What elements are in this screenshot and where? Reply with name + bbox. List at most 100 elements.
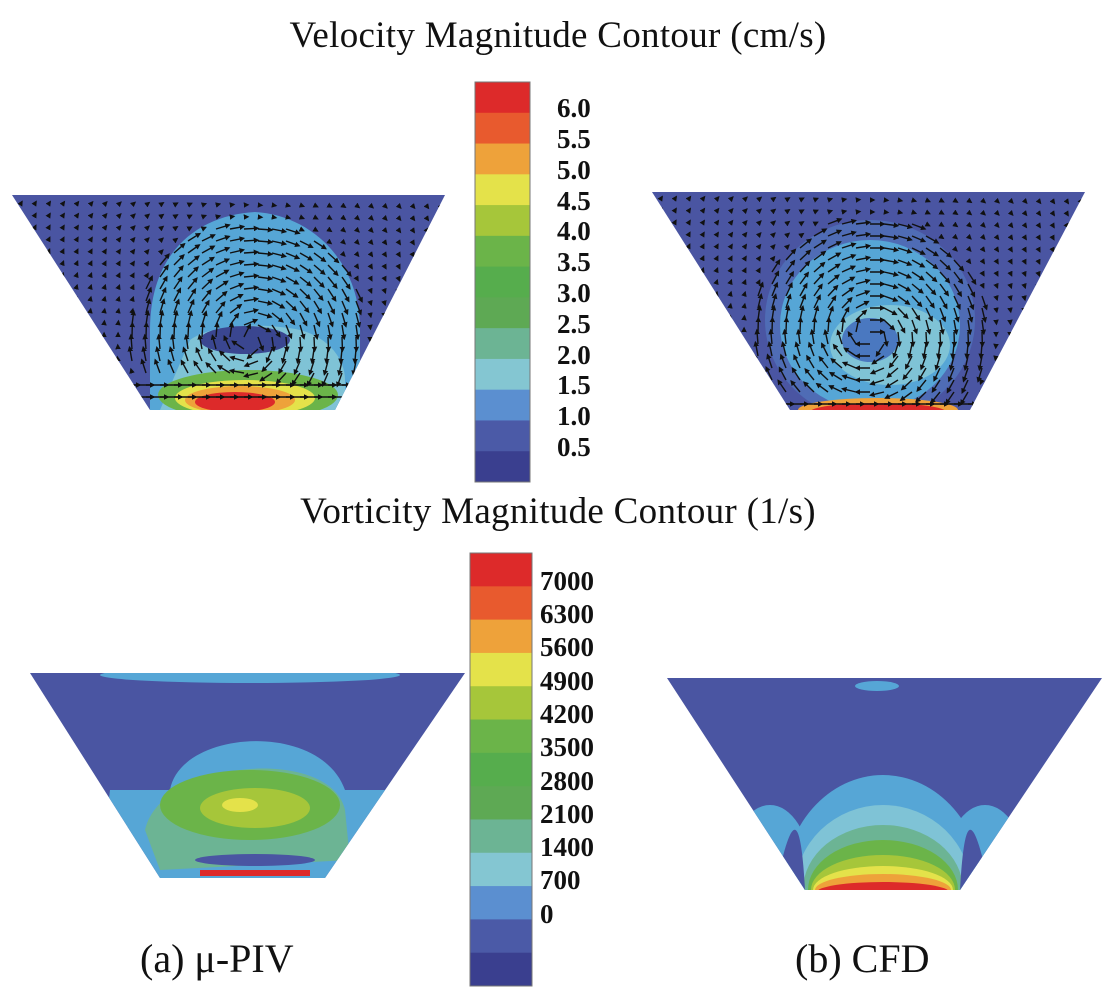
velocity-vector-arrow xyxy=(73,367,79,374)
velocity-vector-arrow xyxy=(423,300,429,307)
velocity-vector-arrow xyxy=(201,245,216,254)
colorbar-tick-label: 3.0 xyxy=(557,278,591,308)
velocity-vector-arrow xyxy=(741,255,747,262)
velocity-vector-arrow xyxy=(925,319,932,335)
velocity-vector-arrow xyxy=(257,275,274,282)
velocity-vector-arrow xyxy=(326,202,333,208)
velocity-vector-arrow xyxy=(17,200,23,207)
velocity-vector-arrow xyxy=(671,374,677,381)
velocity-vector-arrow xyxy=(308,360,315,376)
velocity-vector-arrow xyxy=(158,213,165,220)
velocity-vector-arrow xyxy=(855,267,872,273)
velocity-vector-arrow xyxy=(229,303,243,314)
velocity-vector-arrow xyxy=(939,319,945,336)
velocity-vector-arrow xyxy=(265,348,273,364)
velocity-vector-arrow xyxy=(101,367,107,374)
velocity-vector-arrow xyxy=(339,238,346,245)
colorbar-segment xyxy=(470,719,532,754)
velocity-vector-arrow xyxy=(939,259,952,271)
velocity-vector-arrow xyxy=(993,246,1000,253)
velocity-vector-arrow xyxy=(409,312,415,319)
velocity-vector-arrow xyxy=(828,385,843,393)
velocity-vector-arrow xyxy=(1049,390,1055,398)
velocity-vector-arrow xyxy=(172,225,179,232)
velocity-vector-arrow xyxy=(685,219,691,226)
velocity-vector-arrow xyxy=(201,256,215,266)
velocity-vector-arrow xyxy=(699,278,705,286)
velocity-vector-arrow xyxy=(243,296,260,303)
velocity-vector-arrow xyxy=(337,360,343,377)
velocity-vector-arrow xyxy=(979,258,986,265)
velocity-vector-arrow xyxy=(939,271,951,284)
velocity-vector-arrow xyxy=(185,321,192,338)
velocity-vector-arrow xyxy=(395,372,401,379)
velocity-vector-arrow xyxy=(713,374,719,381)
colorbar-segment xyxy=(475,235,530,268)
velocity-vector-arrow xyxy=(883,331,889,348)
colorbar-tick-label: 4900 xyxy=(540,665,594,696)
velocity-vector-arrow xyxy=(423,372,429,379)
velocity-vector-arrow xyxy=(1007,258,1013,265)
velocity-vector-arrow xyxy=(395,360,401,367)
velocity-vector-arrow xyxy=(911,307,921,321)
velocity-vector-arrow xyxy=(713,267,719,274)
velocity-vector-arrow xyxy=(811,316,818,333)
velocity-vector-arrow xyxy=(685,302,691,309)
velocity-vector-arrow xyxy=(171,321,178,338)
velocity-vector-arrow xyxy=(228,321,235,338)
velocity-vector-arrow xyxy=(1049,246,1055,253)
velocity-vector-arrow xyxy=(423,263,429,270)
velocity-vector-arrow xyxy=(1007,246,1013,253)
velocity-vector-arrow xyxy=(963,355,969,372)
velocity-vector-arrow xyxy=(297,336,304,353)
velocity-vector-arrow xyxy=(271,252,287,259)
velocity-vector-arrow xyxy=(395,202,402,209)
velocity-vector-arrow xyxy=(966,209,973,216)
velocity-vector-arrow xyxy=(257,336,265,352)
velocity-vector-arrow xyxy=(187,255,200,266)
velocity-vector-arrow xyxy=(423,288,429,295)
velocity-vector-arrow xyxy=(341,288,350,303)
velocity-vector-arrow xyxy=(713,195,720,202)
cfd-vor-red-dome xyxy=(817,882,949,890)
velocity-vector-arrow xyxy=(193,360,203,374)
velocity-vector-arrow xyxy=(229,248,246,254)
velocity-vector-arrow xyxy=(1021,234,1027,241)
velocity-vector-arrow xyxy=(195,346,203,362)
colorbar-tick-label: 4.5 xyxy=(557,185,591,216)
velocity-vector-arrow xyxy=(437,312,443,319)
velocity-vector-arrow xyxy=(977,355,983,372)
velocity-vector-arrow xyxy=(45,200,52,207)
velocity-vector-arrow xyxy=(793,354,801,369)
colorbar-segment xyxy=(475,420,530,452)
velocity-vector-arrow xyxy=(938,233,945,240)
velocity-vector-arrow xyxy=(884,391,899,399)
velocity-vector-arrow xyxy=(921,343,928,360)
velocity-vector-arrow xyxy=(897,319,906,334)
velocity-vector-arrow xyxy=(159,264,169,278)
colorbar-tick-label: 1400 xyxy=(540,832,594,863)
velocity-vector-arrow xyxy=(395,263,401,270)
velocity-vector-arrow xyxy=(409,300,415,307)
velocity-vector-arrow xyxy=(87,367,93,374)
velocity-vector-arrow xyxy=(409,275,415,283)
velocity-vector-arrow xyxy=(285,252,301,260)
cfd-vor-top-spot xyxy=(855,681,899,691)
velocity-vector-arrow xyxy=(243,261,260,268)
velocity-vector-arrow xyxy=(423,251,429,258)
velocity-vector-arrow xyxy=(784,220,791,227)
velocity-vector-arrow xyxy=(87,236,93,243)
velocity-vector-arrow xyxy=(271,324,281,338)
velocity-vector-arrow xyxy=(1063,270,1069,278)
velocity-vector-arrow xyxy=(727,243,733,250)
velocity-vector-arrow xyxy=(17,212,23,219)
velocity-vector-arrow xyxy=(313,276,325,288)
velocity-vector-arrow xyxy=(953,295,961,310)
velocity-vector-arrow xyxy=(1063,198,1070,205)
velocity-vector-arrow xyxy=(293,360,301,376)
colorbar-segment xyxy=(470,919,532,954)
velocity-vector-arrow xyxy=(298,226,305,232)
velocity-vector-arrow xyxy=(299,312,308,327)
velocity-vector-arrow xyxy=(806,354,815,369)
velocity-vector-arrow xyxy=(437,275,443,283)
